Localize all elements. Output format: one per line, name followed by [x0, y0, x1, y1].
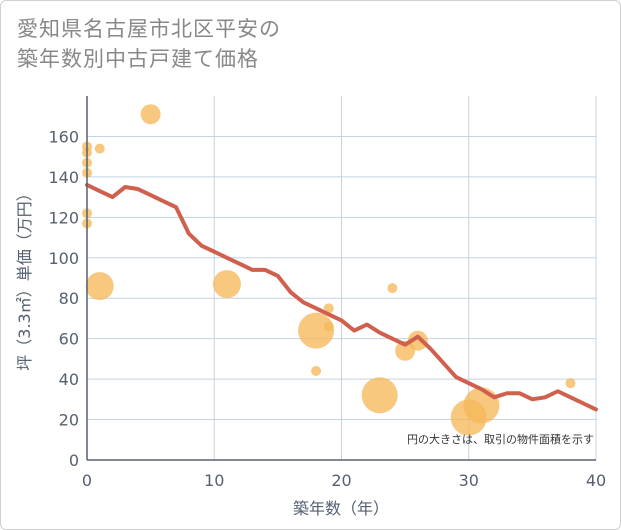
data-bubble — [85, 272, 114, 301]
x-tick-label: 0 — [82, 471, 92, 490]
y-axis-title: 坪（3.3㎡）単価（万円） — [15, 185, 34, 370]
data-bubble — [387, 283, 398, 294]
data-bubble — [140, 104, 161, 125]
x-tick-label: 20 — [331, 471, 351, 490]
data-bubble — [463, 387, 500, 424]
chart-title-line1: 愛知県名古屋市北区平安の — [17, 17, 281, 41]
trend-layer — [85, 182, 598, 412]
data-bubble — [323, 303, 334, 314]
bubbles — [82, 104, 576, 436]
data-bubble — [565, 378, 576, 389]
x-axis-title: 築年数（年） — [293, 499, 389, 518]
x-tick-label: 40 — [586, 471, 606, 490]
y-tick-label: 140 — [48, 168, 79, 187]
size-note: 円の大きさは、取引の物件面積を示す — [407, 432, 594, 446]
y-tick-label: 40 — [59, 370, 79, 389]
y-tick-label: 160 — [48, 127, 79, 146]
data-bubble — [212, 270, 241, 299]
data-bubble — [298, 312, 335, 349]
trend-line — [85, 182, 598, 412]
chart-title: 愛知県名古屋市北区平安の 築年数別中古戸建て価格 — [17, 14, 281, 74]
data-bubble — [407, 330, 428, 351]
axes: 0 20 40 60 80 100 120 140 160 0 10 20 30 40 — [48, 96, 606, 490]
x-tick-label: 10 — [204, 471, 224, 490]
y-tick-label: 20 — [59, 411, 79, 430]
y-tick-label: 60 — [59, 330, 79, 349]
y-tick-label: 100 — [48, 249, 79, 268]
y-tick-label: 0 — [69, 451, 79, 470]
chart-title-line2: 築年数別中古戸建て価格 — [17, 47, 259, 71]
y-tick-label: 120 — [48, 208, 79, 227]
data-bubble — [94, 143, 105, 154]
data-bubble — [311, 366, 322, 377]
grid — [87, 96, 597, 460]
y-tick-label: 80 — [59, 289, 79, 308]
x-tick-label: 30 — [459, 471, 479, 490]
data-bubble — [323, 321, 334, 332]
data-bubble — [361, 377, 398, 414]
